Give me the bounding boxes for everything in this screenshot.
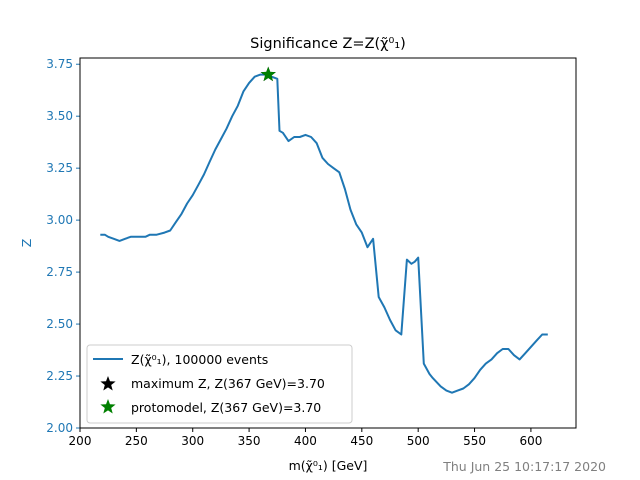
legend-label-protomodel: protomodel, Z(367 GeV)=3.70 — [131, 400, 321, 415]
y-tick-label: 3.00 — [46, 213, 73, 227]
legend-box — [86, 344, 353, 424]
legend-star-black-icon — [100, 376, 116, 391]
chart-title: Significance Z=Z(χ̃⁰₁) — [250, 36, 406, 52]
legend-star-green-icon — [100, 399, 116, 414]
x-tick-label: 200 — [69, 434, 92, 448]
timestamp: Thu Jun 25 10:17:17 2020 — [442, 459, 606, 474]
protomodel-star-marker — [260, 66, 276, 82]
x-tick-label: 250 — [125, 434, 148, 448]
x-axis-label: m(χ̃⁰₁) [GeV] — [289, 458, 368, 473]
x-tick-label: 500 — [407, 434, 430, 448]
x-tick-label: 350 — [238, 434, 261, 448]
y-tick-label: 3.25 — [46, 161, 73, 175]
markers — [260, 66, 276, 82]
x-tick-label: 450 — [350, 434, 373, 448]
y-tick-label: 2.50 — [46, 317, 73, 331]
legend-label-maximum: maximum Z, Z(367 GeV)=3.70 — [131, 376, 325, 391]
legend-label-line: Z(χ̃⁰₁), 100000 events — [131, 352, 268, 367]
y-tick-label: 2.00 — [46, 421, 73, 435]
y-tick-label: 3.50 — [46, 109, 73, 123]
legend: Z(χ̃⁰₁), 100000 events maximum Z, Z(367 … — [86, 344, 353, 424]
plot-frame — [79, 57, 577, 429]
y-tick-label: 2.75 — [46, 265, 73, 279]
y-axis-label: Z — [19, 239, 34, 248]
significance-line — [100, 73, 548, 394]
x-tick-label: 550 — [463, 434, 486, 448]
axis-ticks: 200 250 300 350 400 450 500 550 600 2.00 2.25 2.50 2… — [46, 57, 542, 448]
x-tick-label: 600 — [519, 434, 542, 448]
x-tick-label: 300 — [181, 434, 204, 448]
x-tick-label: 400 — [294, 434, 317, 448]
y-tick-label: 2.25 — [46, 369, 73, 383]
y-tick-label: 3.75 — [46, 57, 73, 71]
